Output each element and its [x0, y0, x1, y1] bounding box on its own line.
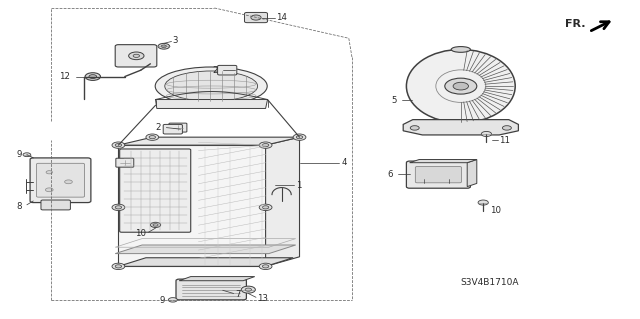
Circle shape — [45, 188, 53, 192]
Circle shape — [481, 131, 492, 137]
Circle shape — [262, 144, 269, 147]
Text: 6: 6 — [387, 170, 393, 179]
Circle shape — [168, 298, 177, 302]
Circle shape — [502, 126, 511, 130]
Circle shape — [149, 136, 156, 139]
Circle shape — [146, 134, 159, 140]
Circle shape — [161, 45, 166, 48]
Circle shape — [410, 126, 419, 130]
Circle shape — [85, 73, 100, 80]
FancyBboxPatch shape — [244, 12, 268, 23]
Circle shape — [251, 15, 261, 20]
Polygon shape — [410, 160, 477, 163]
Text: 3: 3 — [173, 36, 179, 45]
FancyBboxPatch shape — [36, 163, 84, 197]
Text: 12: 12 — [60, 72, 70, 81]
Circle shape — [293, 134, 306, 140]
Polygon shape — [118, 258, 293, 266]
FancyBboxPatch shape — [176, 279, 246, 300]
Text: 1: 1 — [296, 181, 302, 189]
FancyBboxPatch shape — [115, 45, 157, 67]
FancyBboxPatch shape — [163, 124, 182, 134]
Circle shape — [89, 75, 97, 78]
FancyBboxPatch shape — [116, 158, 134, 167]
Ellipse shape — [156, 67, 268, 105]
Circle shape — [46, 171, 52, 174]
Polygon shape — [467, 160, 477, 187]
Text: 4: 4 — [341, 158, 347, 167]
Text: 9: 9 — [17, 150, 22, 159]
Ellipse shape — [165, 71, 258, 101]
Text: 14: 14 — [276, 13, 287, 22]
Text: 8: 8 — [16, 202, 22, 211]
Text: 10: 10 — [490, 206, 501, 215]
FancyBboxPatch shape — [30, 158, 91, 203]
Circle shape — [296, 136, 303, 139]
Circle shape — [259, 204, 272, 211]
Text: 5: 5 — [391, 96, 397, 105]
Polygon shape — [403, 120, 518, 135]
Text: 7: 7 — [235, 290, 241, 299]
Polygon shape — [115, 245, 296, 254]
Polygon shape — [156, 100, 268, 108]
Circle shape — [158, 43, 170, 49]
Circle shape — [241, 286, 255, 293]
Text: 2: 2 — [156, 123, 161, 132]
Polygon shape — [266, 137, 300, 266]
FancyBboxPatch shape — [120, 149, 191, 232]
Circle shape — [153, 224, 158, 226]
Circle shape — [262, 265, 269, 268]
Text: 9: 9 — [160, 296, 165, 305]
Circle shape — [65, 180, 72, 184]
Ellipse shape — [451, 47, 470, 52]
FancyBboxPatch shape — [218, 65, 237, 75]
Text: 11: 11 — [499, 136, 510, 145]
Circle shape — [115, 144, 122, 147]
Text: S3V4B1710A: S3V4B1710A — [460, 278, 519, 287]
Circle shape — [112, 142, 125, 148]
Circle shape — [23, 153, 31, 157]
Ellipse shape — [406, 49, 515, 123]
Circle shape — [112, 263, 125, 270]
FancyBboxPatch shape — [415, 167, 461, 183]
Circle shape — [262, 206, 269, 209]
Circle shape — [115, 206, 122, 209]
FancyBboxPatch shape — [169, 123, 187, 132]
Circle shape — [133, 54, 140, 57]
Text: FR.: FR. — [565, 19, 586, 29]
Polygon shape — [118, 145, 266, 266]
Text: 2: 2 — [212, 66, 218, 75]
Text: 10: 10 — [135, 229, 146, 238]
Circle shape — [150, 222, 161, 227]
Circle shape — [445, 78, 477, 94]
Circle shape — [129, 52, 144, 60]
Text: 13: 13 — [257, 294, 268, 303]
FancyBboxPatch shape — [41, 200, 70, 210]
Circle shape — [115, 265, 122, 268]
Polygon shape — [179, 277, 255, 281]
Circle shape — [112, 204, 125, 211]
Circle shape — [259, 142, 272, 148]
Circle shape — [259, 263, 272, 270]
FancyBboxPatch shape — [406, 161, 470, 188]
Circle shape — [453, 82, 468, 90]
Circle shape — [478, 200, 488, 205]
Circle shape — [245, 288, 252, 291]
Polygon shape — [118, 137, 300, 145]
